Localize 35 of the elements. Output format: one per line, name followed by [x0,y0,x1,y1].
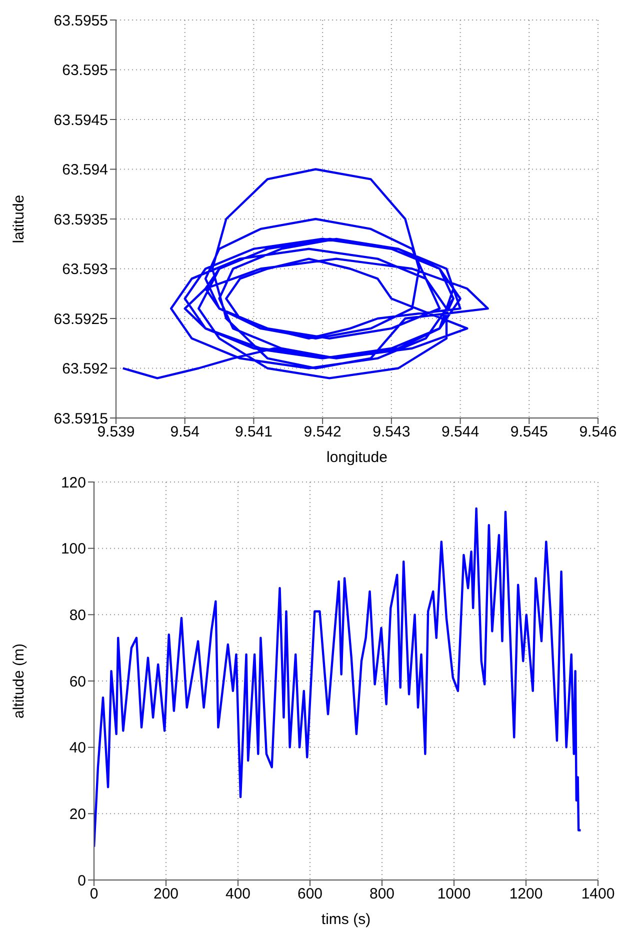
x-tick-label: 1200 [509,886,543,903]
x-tick-label: 600 [297,886,323,903]
y-tick-label: 80 [69,606,86,624]
y-tick-label: 63.595 [62,62,108,80]
x-tick-label: 1400 [581,886,615,903]
x-tick-label: 1000 [437,886,471,903]
y-tick-label: 63.594 [62,162,108,179]
y-tick-label: 100 [60,540,86,558]
y-tick-label: 63.592 [62,360,108,378]
x-axis-title: longitude [326,449,388,466]
x-tick-label: 9.542 [304,424,342,441]
y-axis-title: latitude [10,194,28,244]
x-tick-label: 9.545 [510,424,548,441]
y-tick-label: 40 [69,740,86,757]
y-tick-label: 20 [69,806,86,823]
y-tick-label: 63.5955 [54,12,108,30]
x-tick-label: 400 [225,886,251,903]
line-series [122,168,489,380]
y-tick-label: 120 [60,474,86,492]
x-tick-label: 9.544 [442,424,480,441]
x-axis-title: tims (s) [321,911,371,928]
x-tick-label: 800 [369,886,395,903]
y-tick-label: 63.5925 [54,310,108,328]
x-tick-label: 9.541 [234,424,272,441]
y-tick-label: 63.5935 [54,211,108,228]
x-tick-label: 9.546 [579,424,617,441]
y-axis-title: altitude (m) [10,643,28,719]
x-tick-label: 9.543 [372,424,410,441]
y-tick-label: 63.5945 [54,112,108,129]
line-series [94,507,582,848]
x-tick-label: 200 [153,886,179,903]
y-tick-label: 0 [78,872,86,890]
x-tick-label: 9.54 [170,424,200,441]
y-tick-label: 60 [69,673,86,690]
y-tick-label: 63.593 [62,261,108,278]
